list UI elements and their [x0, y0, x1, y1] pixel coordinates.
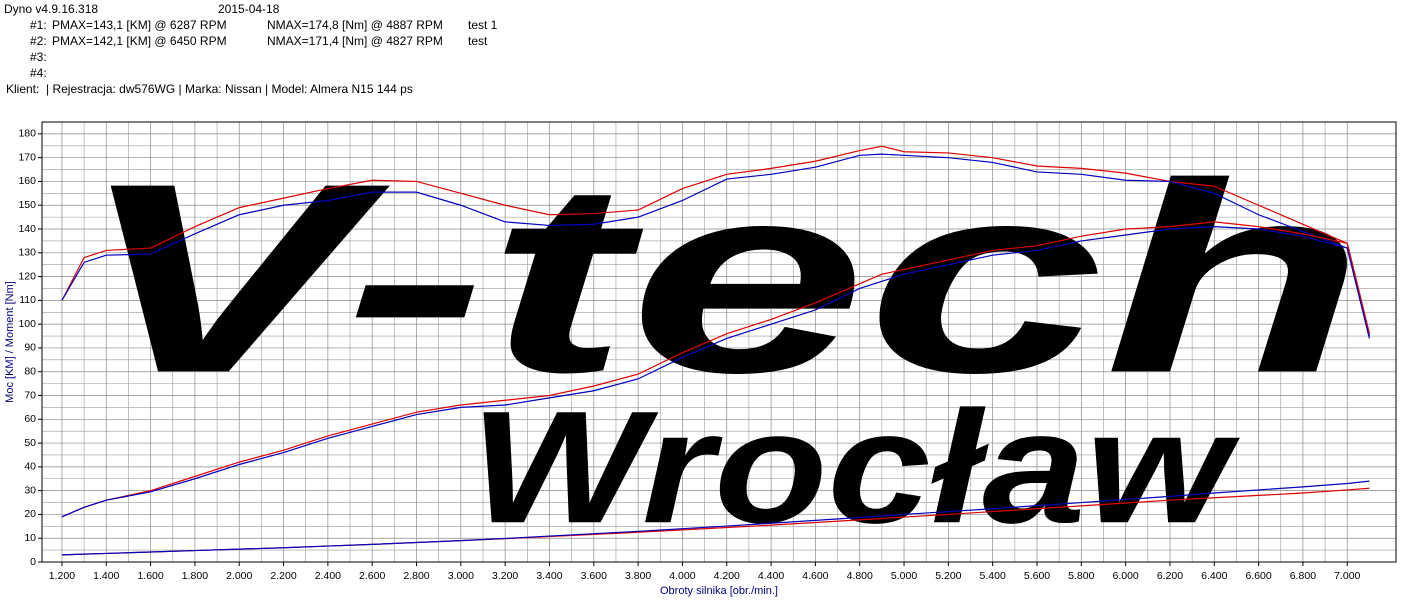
series-line [61, 221, 1370, 518]
y-tick-label: 10 [24, 532, 36, 544]
y-tick-label: 20 [24, 508, 36, 520]
x-axis-label: Obroty silnika [obr./min.] [660, 585, 778, 597]
x-tick-label: 5.000 [891, 570, 917, 582]
y-tick-label: 160 [18, 175, 36, 187]
x-tick-label: 1.400 [93, 570, 119, 582]
x-tick-label: 2.000 [226, 570, 252, 582]
run-nmax: NMAX=171,4 [Nm] @ 4827 RPM [267, 34, 443, 48]
watermark: V-tech [75, 128, 1365, 429]
series-line [61, 226, 1370, 518]
series-line [61, 480, 1370, 556]
x-tick-label: 6.400 [1201, 570, 1227, 582]
y-tick-label: 120 [18, 270, 36, 282]
x-tick-label: 3.800 [625, 570, 651, 582]
y-tick-label: 90 [24, 342, 36, 354]
y-tick-label: 0 [30, 556, 36, 568]
y-tick-label: 150 [18, 199, 36, 211]
date: 2015-04-18 [218, 2, 280, 16]
x-tick-label: 5.800 [1068, 570, 1094, 582]
y-tick-label: 80 [24, 366, 36, 378]
y-tick-label: 180 [18, 128, 36, 140]
run-note: test [468, 34, 488, 48]
x-tick-label: 3.200 [492, 570, 518, 582]
x-tick-label: 6.000 [1113, 570, 1139, 582]
x-tick-label: 1.200 [49, 570, 75, 582]
x-tick-label: 3.600 [581, 570, 607, 582]
x-tick-label: 3.400 [536, 570, 562, 582]
run-id: #1: [30, 18, 47, 32]
y-tick-label: 70 [24, 389, 36, 401]
plot-border [41, 121, 1397, 563]
run-note: test 1 [468, 18, 498, 32]
run-id: #4: [30, 66, 47, 80]
x-tick-label: 4.400 [758, 570, 784, 582]
run-pmax: PMAX=143,1 [KM] @ 6287 RPM [52, 18, 227, 32]
y-tick-label: 50 [24, 437, 36, 449]
x-tick-label: 5.400 [980, 570, 1006, 582]
x-tick-label: 6.600 [1245, 570, 1271, 582]
run-id: #3: [30, 50, 47, 64]
x-tick-label: 6.200 [1157, 570, 1183, 582]
x-tick-label: 3.000 [448, 570, 474, 582]
y-tick-label: 30 [24, 484, 36, 496]
run-id: #2: [30, 34, 47, 48]
x-tick-label: 6.800 [1290, 570, 1316, 582]
app-version: Dyno v4.9.16.318 [4, 2, 98, 16]
x-tick-label: 4.200 [714, 570, 740, 582]
x-tick-label: 2.600 [359, 570, 385, 582]
y-tick-label: 130 [18, 247, 36, 259]
client-info: Klient: | Rejestracja: dw576WG | Marka: … [6, 82, 413, 96]
x-tick-label: 1.800 [182, 570, 208, 582]
x-tick-label: 5.600 [1024, 570, 1050, 582]
series-line [61, 145, 1370, 334]
x-tick-label: 4.600 [802, 570, 828, 582]
series-line [61, 153, 1370, 337]
watermark: Wrocław [470, 377, 1240, 556]
x-tick-label: 7.000 [1334, 570, 1360, 582]
y-tick-label: 60 [24, 413, 36, 425]
y-axis-label: Moc [KM] / Moment [Nm] [4, 281, 16, 403]
y-tick-label: 140 [18, 223, 36, 235]
y-tick-label: 170 [18, 151, 36, 163]
run-nmax: NMAX=174,8 [Nm] @ 4887 RPM [267, 18, 443, 32]
x-tick-label: 4.800 [847, 570, 873, 582]
x-tick-label: 5.200 [935, 570, 961, 582]
x-tick-label: 2.400 [315, 570, 341, 582]
y-tick-label: 110 [19, 294, 36, 306]
y-tick-label: 40 [24, 461, 36, 473]
y-tick-label: 100 [18, 318, 36, 330]
x-tick-label: 1.600 [137, 570, 163, 582]
run-pmax: PMAX=142,1 [KM] @ 6450 RPM [52, 34, 227, 48]
x-tick-label: 2.200 [270, 570, 296, 582]
x-tick-label: 4.000 [669, 570, 695, 582]
x-tick-label: 2.800 [403, 570, 429, 582]
